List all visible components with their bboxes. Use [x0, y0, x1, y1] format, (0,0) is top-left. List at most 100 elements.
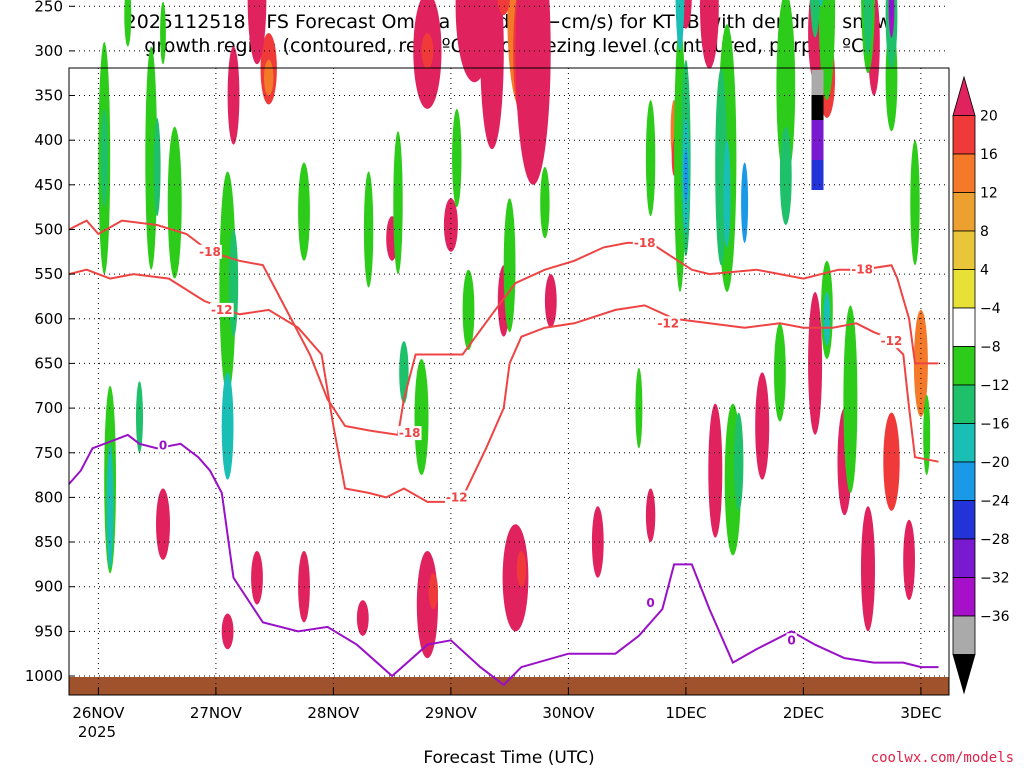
omega-sinking-cell: [774, 323, 786, 422]
omega-rising-cell: [502, 524, 529, 632]
omega-sinking-cell: [779, 126, 792, 225]
y-tick-label: 950: [34, 622, 63, 640]
omega-rising-cell: [708, 403, 723, 538]
omega-sinking-cell: [863, 0, 873, 56]
y-tick-label: 900: [34, 578, 63, 596]
colorbar-label: −20: [980, 455, 1010, 471]
omega-sinking-cell: [228, 229, 239, 337]
omega-sinking-cell: [399, 341, 409, 404]
omega-sinking-cell: [843, 305, 858, 494]
colorbar-bin: [952, 577, 976, 617]
colorbar-bin: [952, 269, 976, 309]
y-tick-label: 250: [34, 0, 63, 15]
colorbar: 20 16 12 8 4 −4 −8 −12 −16 −20 −24 −28 −32 −36: [952, 75, 1010, 695]
omega-sinking-cell: [540, 167, 550, 239]
omega-sinking-cell: [160, 1, 166, 65]
terrain-ground: [69, 677, 949, 695]
chart-title-line-2: growth region (contoured, red, ºC) and f…: [144, 35, 871, 57]
colorbar-label: 20: [980, 109, 998, 125]
contour-label-background: [444, 490, 469, 505]
colorbar-bin: [952, 461, 976, 501]
contour-label: -18: [199, 245, 221, 259]
omega-sinking-cell: [675, 0, 685, 51]
y-axis-pressure: 250 300 350 400 450 500 550 600 650 700 750 800 850 9…: [25, 0, 75, 685]
omega-rising-cell: [264, 59, 274, 96]
y-tick-label: 500: [34, 221, 63, 239]
omega-sinking-cell: [890, 0, 893, 20]
omega-sinking-cell: [819, 0, 823, 7]
x-tick-label: 3DEC: [900, 704, 941, 722]
colorbar-label: −4: [980, 301, 1001, 317]
omega-sinking-cell: [363, 171, 374, 288]
omega-rising-cell: [700, 0, 719, 69]
omega-sinking-cell: [723, 140, 731, 248]
omega-rising-cell: [227, 46, 240, 145]
contour-label: -18: [851, 263, 873, 277]
colorbar-label: −12: [980, 378, 1010, 394]
y-tick-label: 800: [34, 488, 63, 506]
omega-sinking-cell: [106, 443, 114, 569]
x-tick-label: 1DEC: [665, 704, 706, 722]
omega-sinking-cell: [645, 100, 656, 217]
y-tick-label: 550: [34, 265, 63, 283]
omega-rising-cell: [755, 372, 770, 480]
omega-rising-cell: [903, 519, 915, 601]
omega-sinking-cell: [145, 46, 158, 270]
colorbar-bin: [952, 153, 976, 193]
omega-rising-cell: [221, 613, 234, 650]
y-tick-label: 1000: [25, 667, 63, 685]
colorbar-bin: [952, 615, 976, 655]
omega-sinking-cell: [167, 126, 182, 279]
omega-rising-cell: [515, 0, 551, 185]
y-tick-label: 600: [34, 310, 63, 328]
omega-sinking-cell: [100, 109, 108, 208]
omega-strong-sinking-cell: [811, 97, 824, 107]
contour-label: 0: [159, 439, 167, 453]
omega-rising-cell: [497, 0, 511, 16]
y-tick-label: 450: [34, 176, 63, 194]
colorbar-label: −32: [980, 571, 1010, 587]
colorbar-bin: [952, 307, 976, 347]
y-tick-label: 300: [34, 42, 63, 60]
plot-frame: [68, 67, 950, 696]
colorbar-label: −16: [980, 417, 1010, 433]
x-tick-label: 30NOV: [542, 704, 595, 722]
contour-label: -12: [446, 490, 468, 504]
omega-rising-cell: [247, 0, 267, 65]
omega-rising-cell: [544, 274, 557, 328]
omega-sinking-cell: [462, 269, 475, 351]
contour-line-dgz-minus12: [68, 268, 939, 503]
omega-sinking-cell: [923, 394, 931, 476]
colorbar-label: 4: [980, 263, 989, 279]
x-tick-label: 2DEC: [783, 704, 824, 722]
omega-sinking-cell: [741, 162, 749, 243]
omega-sinking-cell: [635, 367, 643, 449]
omega-rising-cell: [421, 33, 434, 69]
omega-sinking-cell: [153, 117, 161, 217]
omega-rising-cell: [156, 488, 170, 560]
contour-label-background: [786, 633, 797, 648]
contour-line-freezing-0C: [68, 433, 939, 687]
colorbar-label: 16: [980, 147, 998, 163]
contour-label: -12: [881, 334, 903, 348]
colorbar-bin: [952, 115, 976, 155]
x-tick-label: 29NOV: [425, 704, 478, 722]
contour-label-background: [850, 262, 874, 277]
omega-strong-sinking-cell: [811, 120, 824, 160]
omega-rising-cell: [251, 551, 263, 605]
omega-sinking-cell: [393, 131, 403, 275]
colorbar-bin: [952, 654, 976, 695]
x-axis-year: 2025: [78, 723, 116, 741]
omega-rising-cell: [356, 600, 369, 636]
contour-label: 0: [787, 633, 795, 647]
x-tick-label: 27NOV: [190, 704, 243, 722]
contour-label: -18: [399, 426, 421, 440]
x-axis-label: Forecast Time (UTC): [423, 748, 594, 768]
colorbar-bin: [952, 538, 976, 578]
y-tick-label: 850: [34, 533, 63, 551]
credit-link[interactable]: coolwx.com/models: [871, 750, 1014, 766]
contour-label: 0: [646, 596, 654, 610]
x-axis-time: 26NOV 27NOV 28NOV 29NOV 30NOV 1DEC 2DEC 3DEC: [72, 687, 941, 722]
contour-label-background: [632, 235, 657, 250]
